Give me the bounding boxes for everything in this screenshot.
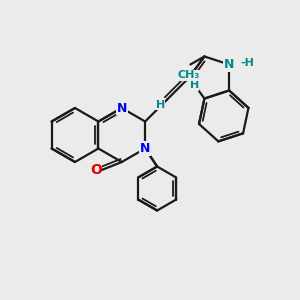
Text: N: N xyxy=(140,142,150,155)
Text: -H: -H xyxy=(240,58,254,68)
Text: N: N xyxy=(117,101,127,115)
Text: O: O xyxy=(90,163,102,177)
Text: H: H xyxy=(190,80,199,91)
Text: CH₃: CH₃ xyxy=(177,70,200,80)
Text: N: N xyxy=(224,58,234,71)
Text: H: H xyxy=(155,100,165,110)
